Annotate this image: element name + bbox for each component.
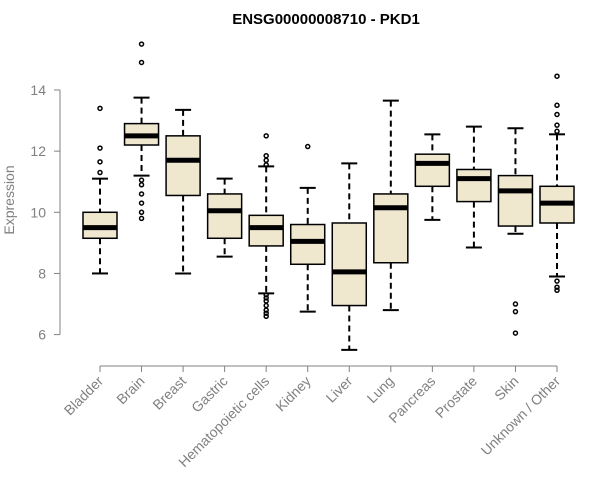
x-tick-label: Lung xyxy=(364,373,397,406)
outlier-point xyxy=(263,313,269,319)
x-tick-label: Kidney xyxy=(272,373,314,415)
outlier-point xyxy=(138,215,145,222)
x-tick-label: Breast xyxy=(149,373,189,413)
box-group xyxy=(123,41,160,222)
outlier-point xyxy=(263,133,269,139)
outlier-point xyxy=(512,330,519,336)
outlier-point xyxy=(554,111,560,118)
outlier-point xyxy=(554,287,560,294)
iqr-box xyxy=(289,223,326,266)
outlier-point xyxy=(138,182,145,188)
outlier-point xyxy=(554,128,560,135)
outlier-point xyxy=(138,209,145,216)
x-tick-label: Liver xyxy=(323,373,356,406)
iqr-box xyxy=(248,214,284,247)
outlier-point xyxy=(263,157,269,164)
box-group xyxy=(456,125,492,249)
outlier-point xyxy=(138,177,145,183)
outlier-point xyxy=(263,162,269,168)
iqr-box xyxy=(497,174,534,227)
box-group xyxy=(248,133,284,319)
iqr-box xyxy=(165,135,201,197)
outlier-point xyxy=(304,143,311,150)
x-tick-label: Bladder xyxy=(61,373,107,419)
box-group xyxy=(289,143,326,313)
outlier-point xyxy=(138,41,145,47)
y-tick-label: 12 xyxy=(30,143,46,159)
box-group xyxy=(206,177,243,258)
x-tick-label: Brain xyxy=(113,373,147,407)
iqr-box xyxy=(206,193,243,240)
x-tick-label: Unknown / Other xyxy=(478,373,564,459)
outlier-point xyxy=(138,59,145,66)
outlier-point xyxy=(263,310,269,316)
chart-title: ENSG00000008710 - PKD1 xyxy=(232,11,420,28)
outlier-point xyxy=(263,298,269,304)
box-group xyxy=(539,73,575,294)
outlier-point xyxy=(512,301,519,307)
outlier-point xyxy=(97,105,103,112)
outlier-point xyxy=(263,302,269,309)
outlier-point xyxy=(263,292,269,298)
iqr-box xyxy=(414,153,451,188)
y-tick-label: 10 xyxy=(30,204,46,220)
outlier-point xyxy=(138,200,145,206)
iqr-box xyxy=(373,193,409,264)
outlier-point xyxy=(554,73,560,79)
box-group xyxy=(497,127,534,336)
outlier-point xyxy=(554,102,560,109)
y-axis: 6 8 10 12 14 xyxy=(30,82,61,343)
outlier-point xyxy=(263,307,269,313)
iqr-box xyxy=(456,168,492,203)
box-group xyxy=(165,108,201,275)
box-group xyxy=(414,133,451,221)
outlier-point xyxy=(97,159,103,165)
box-group xyxy=(331,162,368,351)
outlier-point xyxy=(97,145,103,151)
y-tick-label: 8 xyxy=(38,265,46,281)
outlier-point xyxy=(263,152,269,159)
iqr-box xyxy=(331,222,368,307)
y-axis-label: Expression xyxy=(1,165,17,234)
box-series xyxy=(82,41,575,351)
outlier-point xyxy=(138,191,145,197)
outlier-point xyxy=(263,295,269,301)
outlier-point xyxy=(554,284,560,290)
box-group xyxy=(373,99,409,312)
x-tick-label: Skin xyxy=(491,373,522,404)
box-group xyxy=(82,105,118,275)
y-tick-label: 6 xyxy=(38,327,46,343)
outlier-point xyxy=(554,122,560,128)
outlier-point xyxy=(512,308,519,315)
outlier-point xyxy=(97,169,103,176)
outlier-point xyxy=(554,278,560,284)
x-tick-label: Prostate xyxy=(432,373,480,421)
y-tick-label: 14 xyxy=(30,82,46,98)
